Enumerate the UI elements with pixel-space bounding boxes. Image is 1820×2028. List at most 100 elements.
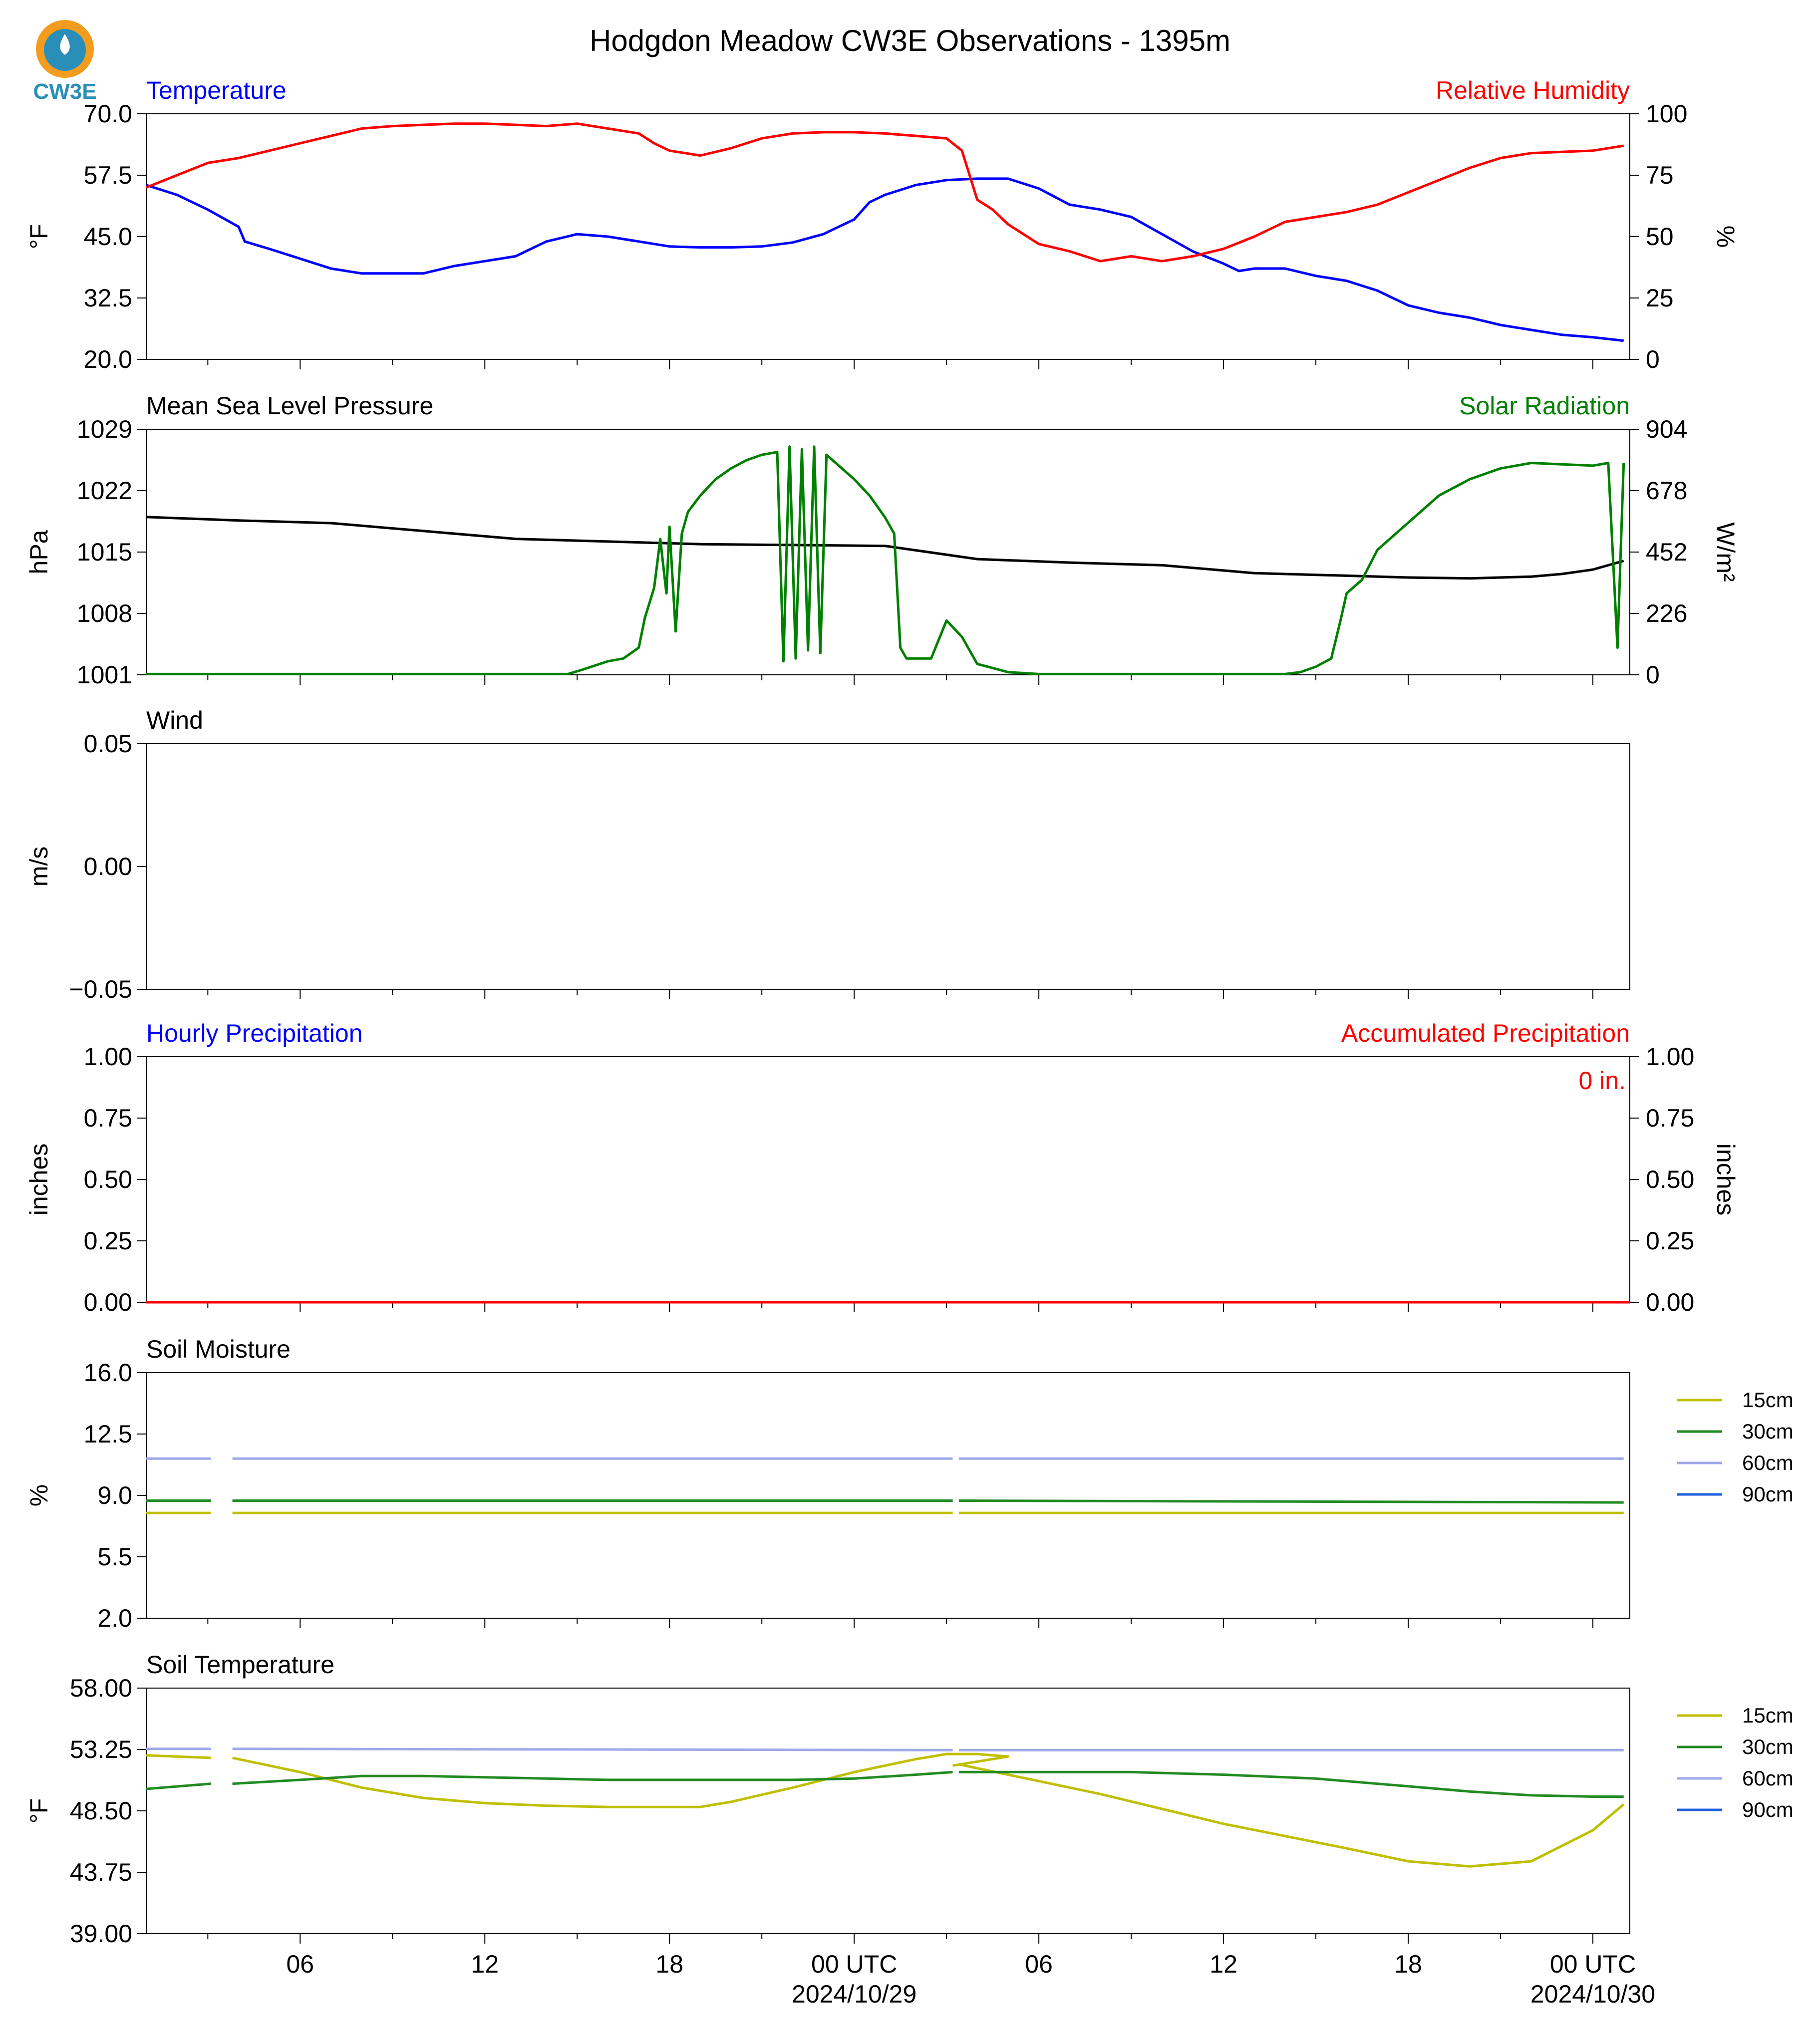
x-tick-label: 12 xyxy=(1210,1950,1237,1978)
series-line-30cm xyxy=(958,1770,1624,1798)
legend-label: 15cm xyxy=(1742,1704,1794,1727)
panel-title-left: Soil Moisture xyxy=(146,1335,291,1363)
series-line-15cm xyxy=(232,1752,1009,1808)
x-tick-label: 12 xyxy=(471,1950,499,1978)
x-tick-label: 00 UTC xyxy=(811,1950,897,1978)
series-line-15cm xyxy=(146,1754,211,1759)
y-axis-label-right: W/m² xyxy=(1712,522,1740,581)
panel-1: 1001 1008 1015 1022 1029 0 226 452 678 904 hPa W/m²… xyxy=(25,392,1740,689)
y-right-tick-label: 0.25 xyxy=(1646,1227,1694,1255)
panel-title-right: Accumulated Precipitation xyxy=(1341,1019,1630,1047)
series-line-temp xyxy=(146,177,1624,342)
panel-title-right: Relative Humidity xyxy=(1436,76,1630,104)
y-tick-label: 16.0 xyxy=(84,1359,132,1387)
panel-frame xyxy=(146,113,1630,360)
y-right-tick-label: 0 xyxy=(1646,661,1660,689)
y-tick-label: 58.00 xyxy=(70,1674,132,1702)
y-right-tick-label: 0.75 xyxy=(1646,1104,1694,1132)
y-right-tick-label: 904 xyxy=(1646,415,1687,443)
panel-title-left: Soil Temperature xyxy=(146,1651,334,1679)
series-line-30cm xyxy=(146,1782,211,1790)
panel-frame xyxy=(146,429,1630,675)
y-tick-label: 1.00 xyxy=(84,1043,132,1071)
panel-title-left: Temperature xyxy=(146,76,287,104)
y-axis-label: hPa xyxy=(25,530,53,574)
chart-title: Hodgdon Meadow CW3E Observations - 1395m xyxy=(590,24,1230,57)
accumulated-total-label: 0 in. xyxy=(1578,1067,1626,1095)
y-axis-label: % xyxy=(25,1484,53,1506)
panel-title-left: Wind xyxy=(146,706,203,734)
series-line-60cm xyxy=(232,1747,953,1751)
y-tick-label: 20.0 xyxy=(84,345,132,373)
panel-2: −0.05 0.00 0.05 m/s Wind xyxy=(25,706,1630,1003)
legend-label: 30cm xyxy=(1742,1420,1794,1443)
y-tick-label: 0.05 xyxy=(84,730,132,758)
logo: CW3E xyxy=(33,20,97,104)
y-tick-label: 0.25 xyxy=(84,1227,132,1255)
y-right-tick-label: 75 xyxy=(1646,161,1674,189)
y-right-tick-label: 50 xyxy=(1646,223,1674,251)
y-tick-label: 1022 xyxy=(77,477,132,505)
y-axis-label-right: % xyxy=(1712,226,1740,248)
x-tick-date-label: 2024/10/29 xyxy=(792,1980,916,2008)
panel-frame xyxy=(146,1688,1630,1934)
x-tick-label: 18 xyxy=(1394,1950,1422,1978)
panel-4: 2.0 5.5 9.0 12.5 16.0% Soil Moisture 15cm 30cm 6… xyxy=(25,1335,1794,1632)
x-tick-label: 06 xyxy=(1025,1950,1053,1978)
y-tick-label: 5.5 xyxy=(97,1543,132,1571)
legend-label: 60cm xyxy=(1742,1766,1794,1790)
logo-text: CW3E xyxy=(33,79,96,104)
y-right-tick-label: 1.00 xyxy=(1646,1043,1694,1071)
panel-5: 39.00 43.75 48.50 53.25 58.00 °F Soil Temperat… xyxy=(25,1651,1794,1948)
y-tick-label: 70.0 xyxy=(84,100,132,128)
y-tick-label: 12.5 xyxy=(84,1420,132,1448)
panel-title-left: Hourly Precipitation xyxy=(146,1019,363,1047)
y-tick-label: 43.75 xyxy=(70,1858,132,1886)
y-tick-label: 48.50 xyxy=(70,1797,132,1825)
y-tick-label: 1008 xyxy=(77,599,132,627)
series-line-rh xyxy=(146,122,1624,263)
x-tick-date-label: 2024/10/30 xyxy=(1530,1980,1655,2008)
y-tick-label: 0.00 xyxy=(84,1288,132,1316)
y-tick-label: 0.50 xyxy=(84,1165,132,1193)
y-tick-label: 1001 xyxy=(77,661,132,689)
series-line-30cm xyxy=(232,1770,953,1785)
legend-label: 90cm xyxy=(1742,1798,1794,1821)
panel-title-left: Mean Sea Level Pressure xyxy=(146,392,433,420)
series-line-pressure xyxy=(146,516,1624,580)
y-tick-label: 45.0 xyxy=(84,223,132,251)
panel-title-right: Solar Radiation xyxy=(1459,392,1630,420)
y-right-tick-label: 226 xyxy=(1646,599,1687,627)
y-tick-label: 1029 xyxy=(77,415,132,443)
y-tick-label: 0.00 xyxy=(84,853,132,880)
y-axis-label-right: inches xyxy=(1712,1144,1740,1216)
y-right-tick-label: 0 xyxy=(1646,345,1660,373)
y-tick-label: 39.00 xyxy=(70,1920,132,1948)
y-axis-label: °F xyxy=(25,224,53,250)
y-tick-label: 1015 xyxy=(77,538,132,566)
y-right-tick-label: 0.00 xyxy=(1646,1288,1694,1316)
y-axis-label: m/s xyxy=(25,847,53,887)
logo-drop-icon xyxy=(60,34,70,55)
x-tick-label: 18 xyxy=(655,1950,683,1978)
series-line-solar xyxy=(146,445,1625,675)
panel-0: 20.0 32.5 45.0 57.5 70.0 0 25 50 75 100 °F % Tempera… xyxy=(25,76,1740,373)
panel-frame xyxy=(146,743,1630,990)
y-tick-label: 53.25 xyxy=(70,1736,132,1763)
y-right-tick-label: 678 xyxy=(1646,477,1687,505)
y-tick-label: 0.75 xyxy=(84,1104,132,1132)
y-right-tick-label: 25 xyxy=(1646,284,1674,312)
y-right-tick-label: 100 xyxy=(1646,100,1687,128)
x-tick-label: 06 xyxy=(286,1950,314,1978)
y-tick-label: −0.05 xyxy=(69,975,132,1003)
legend-label: 30cm xyxy=(1742,1735,1794,1758)
panel-frame xyxy=(146,1372,1630,1619)
y-tick-label: 57.5 xyxy=(84,161,132,189)
x-tick-label: 00 UTC xyxy=(1550,1950,1636,1978)
y-tick-label: 9.0 xyxy=(97,1481,132,1509)
series-line-15cm xyxy=(958,1763,1625,1868)
panels: 20.0 32.5 45.0 57.5 70.0 0 25 50 75 100 °F % Tempera… xyxy=(25,76,1794,2008)
panel-3: 0.00 0.25 0.50 0.75 1.00 0.00 0.25 0.50 0.75 1.00… xyxy=(25,1019,1740,1316)
